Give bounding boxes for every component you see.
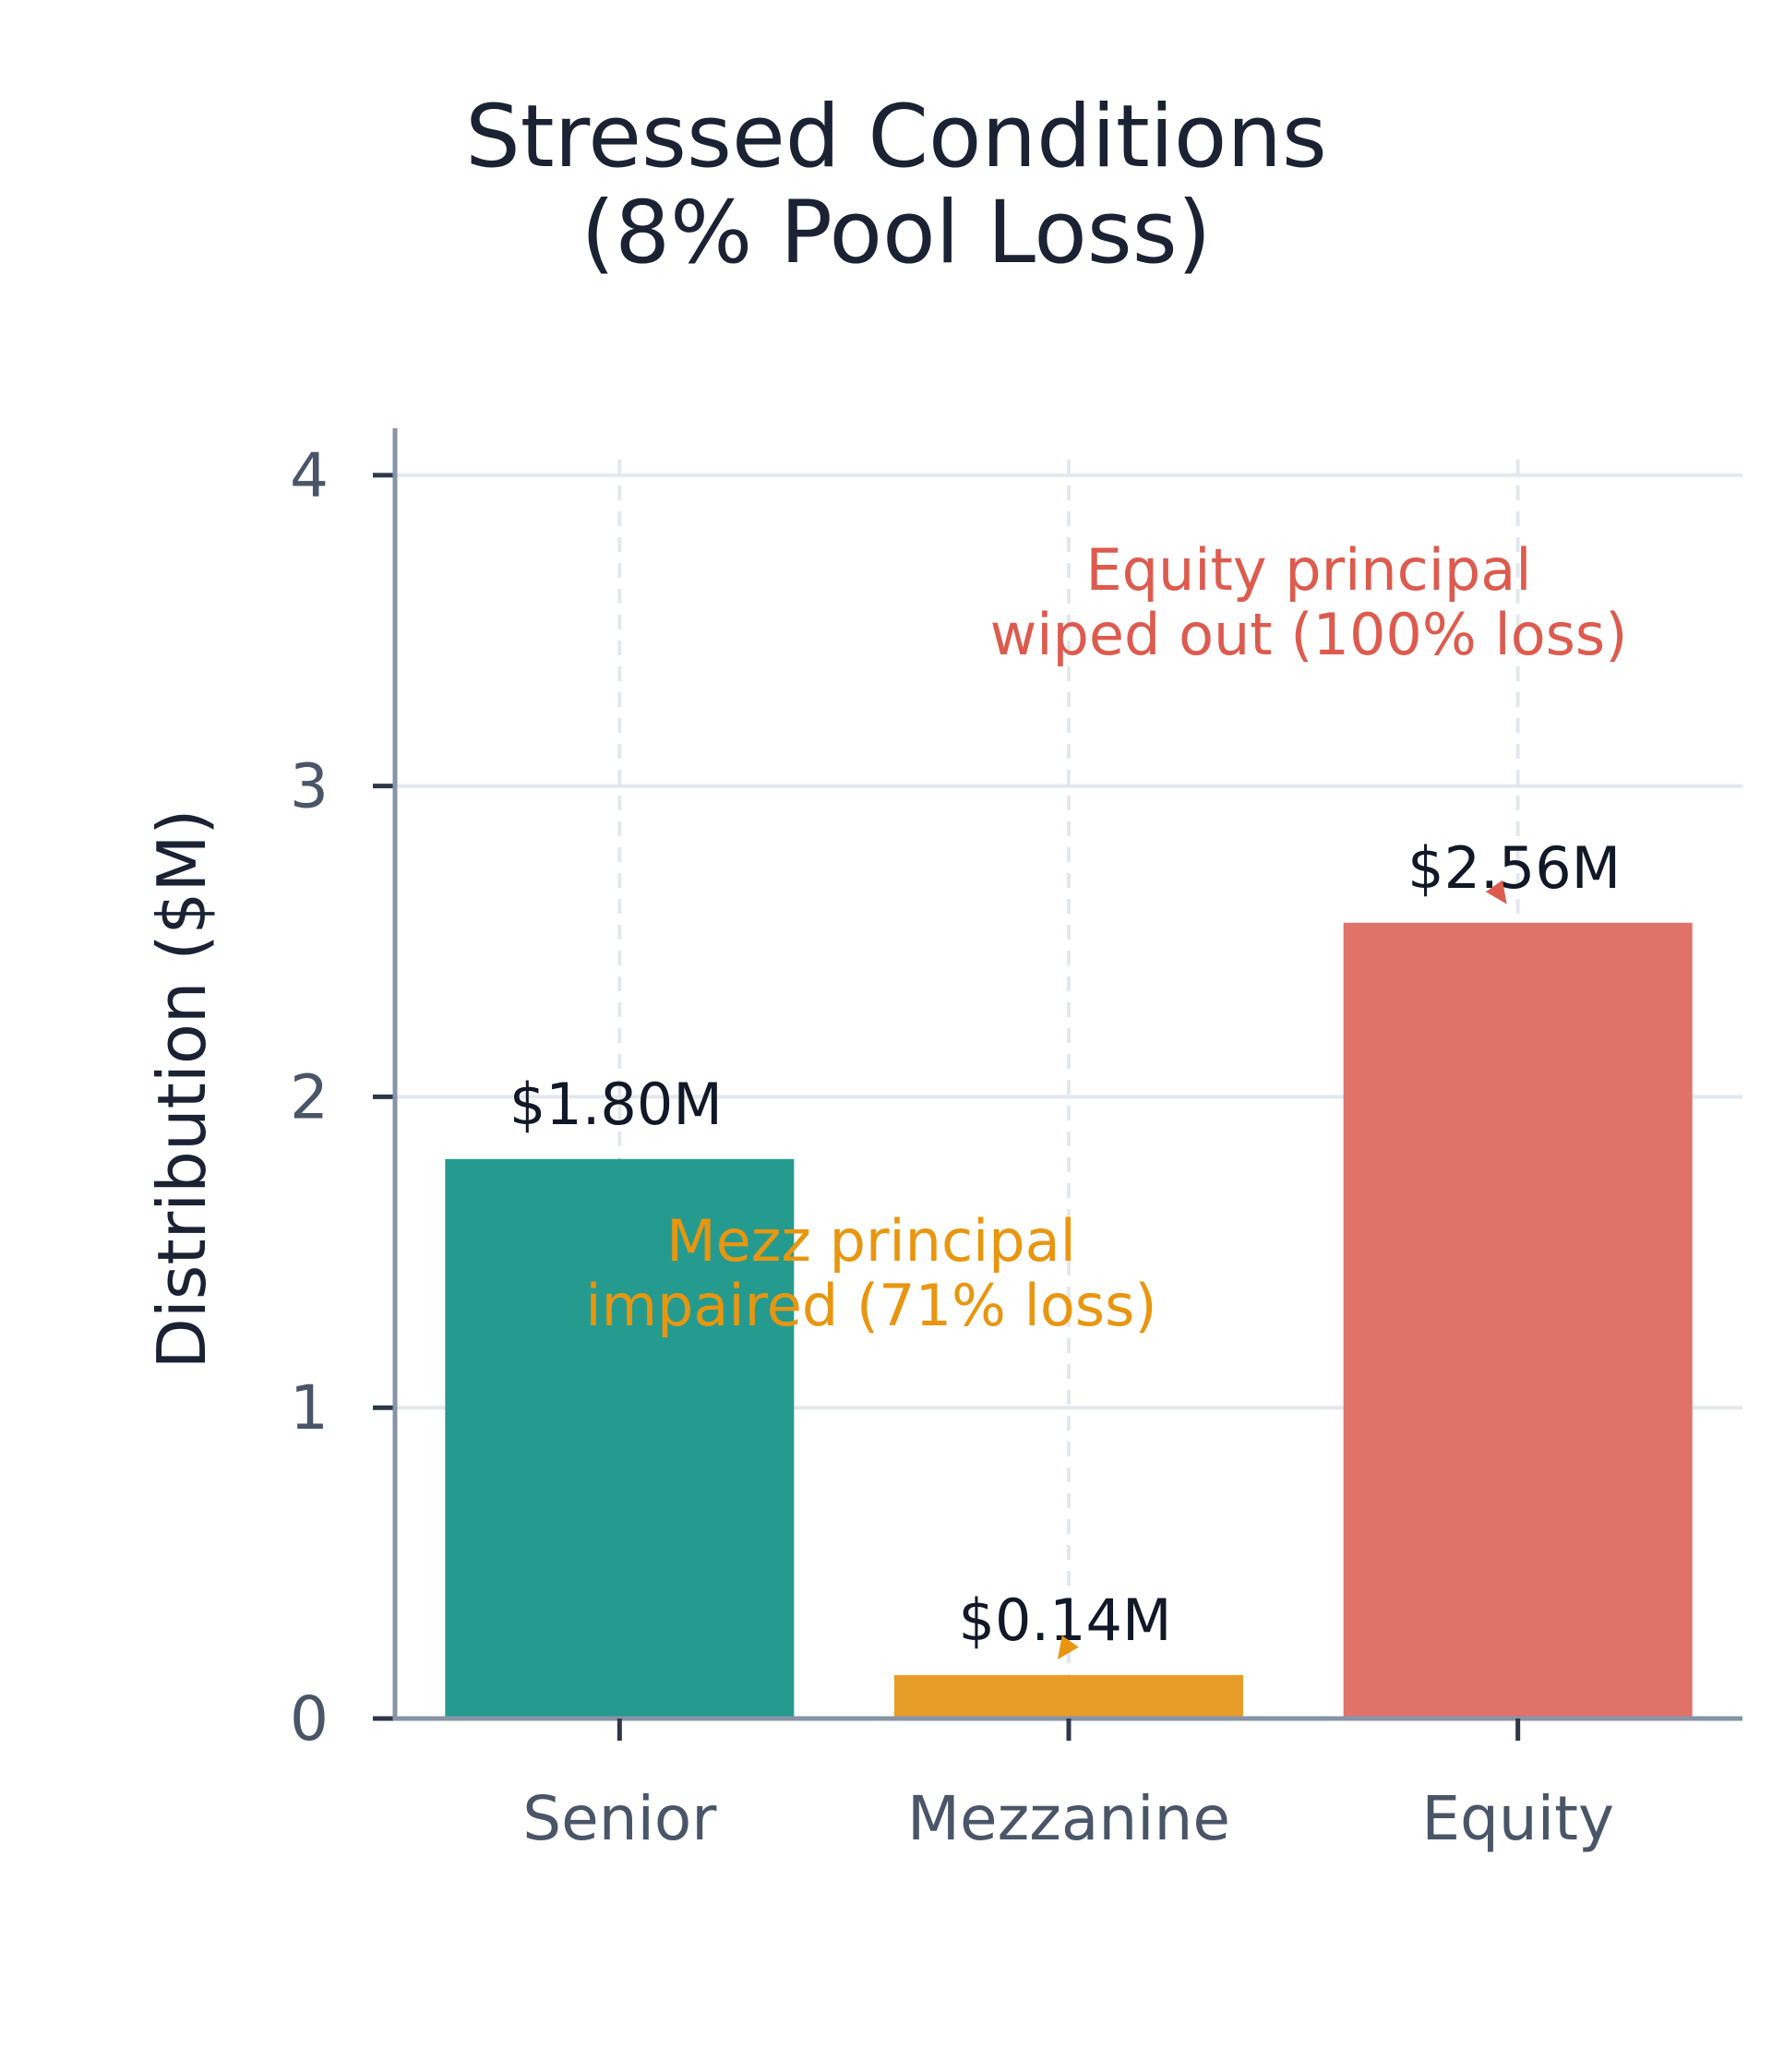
y-tick-label: 3 [290, 751, 329, 822]
arrow-head [1485, 880, 1507, 904]
y-tick-label: 4 [290, 440, 329, 511]
bar-equity [1343, 922, 1693, 1719]
x-tick-label: Senior [522, 1783, 717, 1854]
arrow-head [1058, 1635, 1079, 1660]
chart-title: Stressed Conditions (8% Pool Loss) [465, 87, 1327, 283]
x-tick-label: Equity [1421, 1783, 1614, 1854]
bar-mezzanine [894, 1674, 1243, 1719]
value-label: $2.56M [1407, 834, 1621, 902]
y-axis-label: Distribution ($M) [143, 808, 221, 1369]
annotation-text: Equity principal wiped out (100% loss) [990, 536, 1628, 668]
y-tick-label: 2 [290, 1061, 329, 1132]
annotation-arrow [1058, 1635, 1079, 1660]
value-label: $1.80M [509, 1071, 723, 1138]
annotation-arrow [1485, 880, 1507, 904]
y-tick-label: 0 [290, 1683, 329, 1755]
annotation-text: Mezz principal impaired (71% loss) [585, 1207, 1156, 1339]
x-tick-label: Mezzanine [907, 1783, 1230, 1854]
bar-senior [445, 1158, 795, 1719]
y-tick-label: 1 [290, 1372, 329, 1443]
